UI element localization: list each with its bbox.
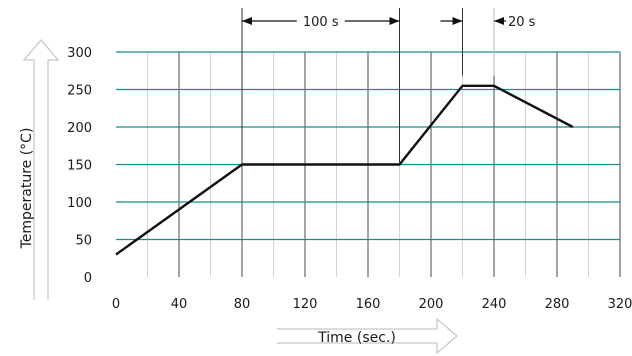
y-axis-label: Temperature (°C) xyxy=(19,128,35,250)
series-layer xyxy=(115,84,574,256)
y-axis-arrow-icon xyxy=(22,38,60,300)
y-tick-label: 200 xyxy=(67,121,92,136)
annotation-layer: 100 s 20 s xyxy=(241,8,536,165)
y-tick-label: 0 xyxy=(84,271,92,286)
x-tick-label: 0 xyxy=(112,297,120,312)
y-tick-label: 250 xyxy=(67,84,92,99)
annotation-label: 20 s xyxy=(508,15,536,30)
y-tick-label: 50 xyxy=(75,234,92,249)
arrowhead-left-icon xyxy=(242,17,252,25)
tick-layer: 0 50 100 150 200 250 300 0 40 80 120 160 200 240 280 32… xyxy=(67,46,632,312)
x-tick-label: 240 xyxy=(482,297,507,312)
x-tick-label: 280 xyxy=(545,297,570,312)
x-axis-label: Time (sec.) xyxy=(317,330,396,346)
x-tick-label: 80 xyxy=(234,297,251,312)
x-axis-arrow-icon xyxy=(277,317,459,355)
x-tick-label: 160 xyxy=(356,297,381,312)
grid-layer xyxy=(116,51,621,277)
y-axis-label-group: Temperature (°C) xyxy=(19,38,60,300)
y-tick-label: 150 xyxy=(67,159,92,174)
y-tick-label: 300 xyxy=(67,46,92,61)
y-tick-label: 100 xyxy=(67,196,92,211)
annotation-label: 100 s xyxy=(303,15,339,30)
arrowhead-left-icon xyxy=(494,17,504,25)
x-axis-label-group: Time (sec.) xyxy=(277,317,459,355)
x-tick-label: 120 xyxy=(293,297,318,312)
arrowhead-right-icon xyxy=(452,17,463,25)
x-tick-label: 200 xyxy=(419,297,444,312)
x-tick-label: 40 xyxy=(171,297,188,312)
x-tick-label: 320 xyxy=(608,297,632,312)
temperature-profile-line xyxy=(115,84,574,256)
arrowhead-right-icon xyxy=(389,17,400,25)
